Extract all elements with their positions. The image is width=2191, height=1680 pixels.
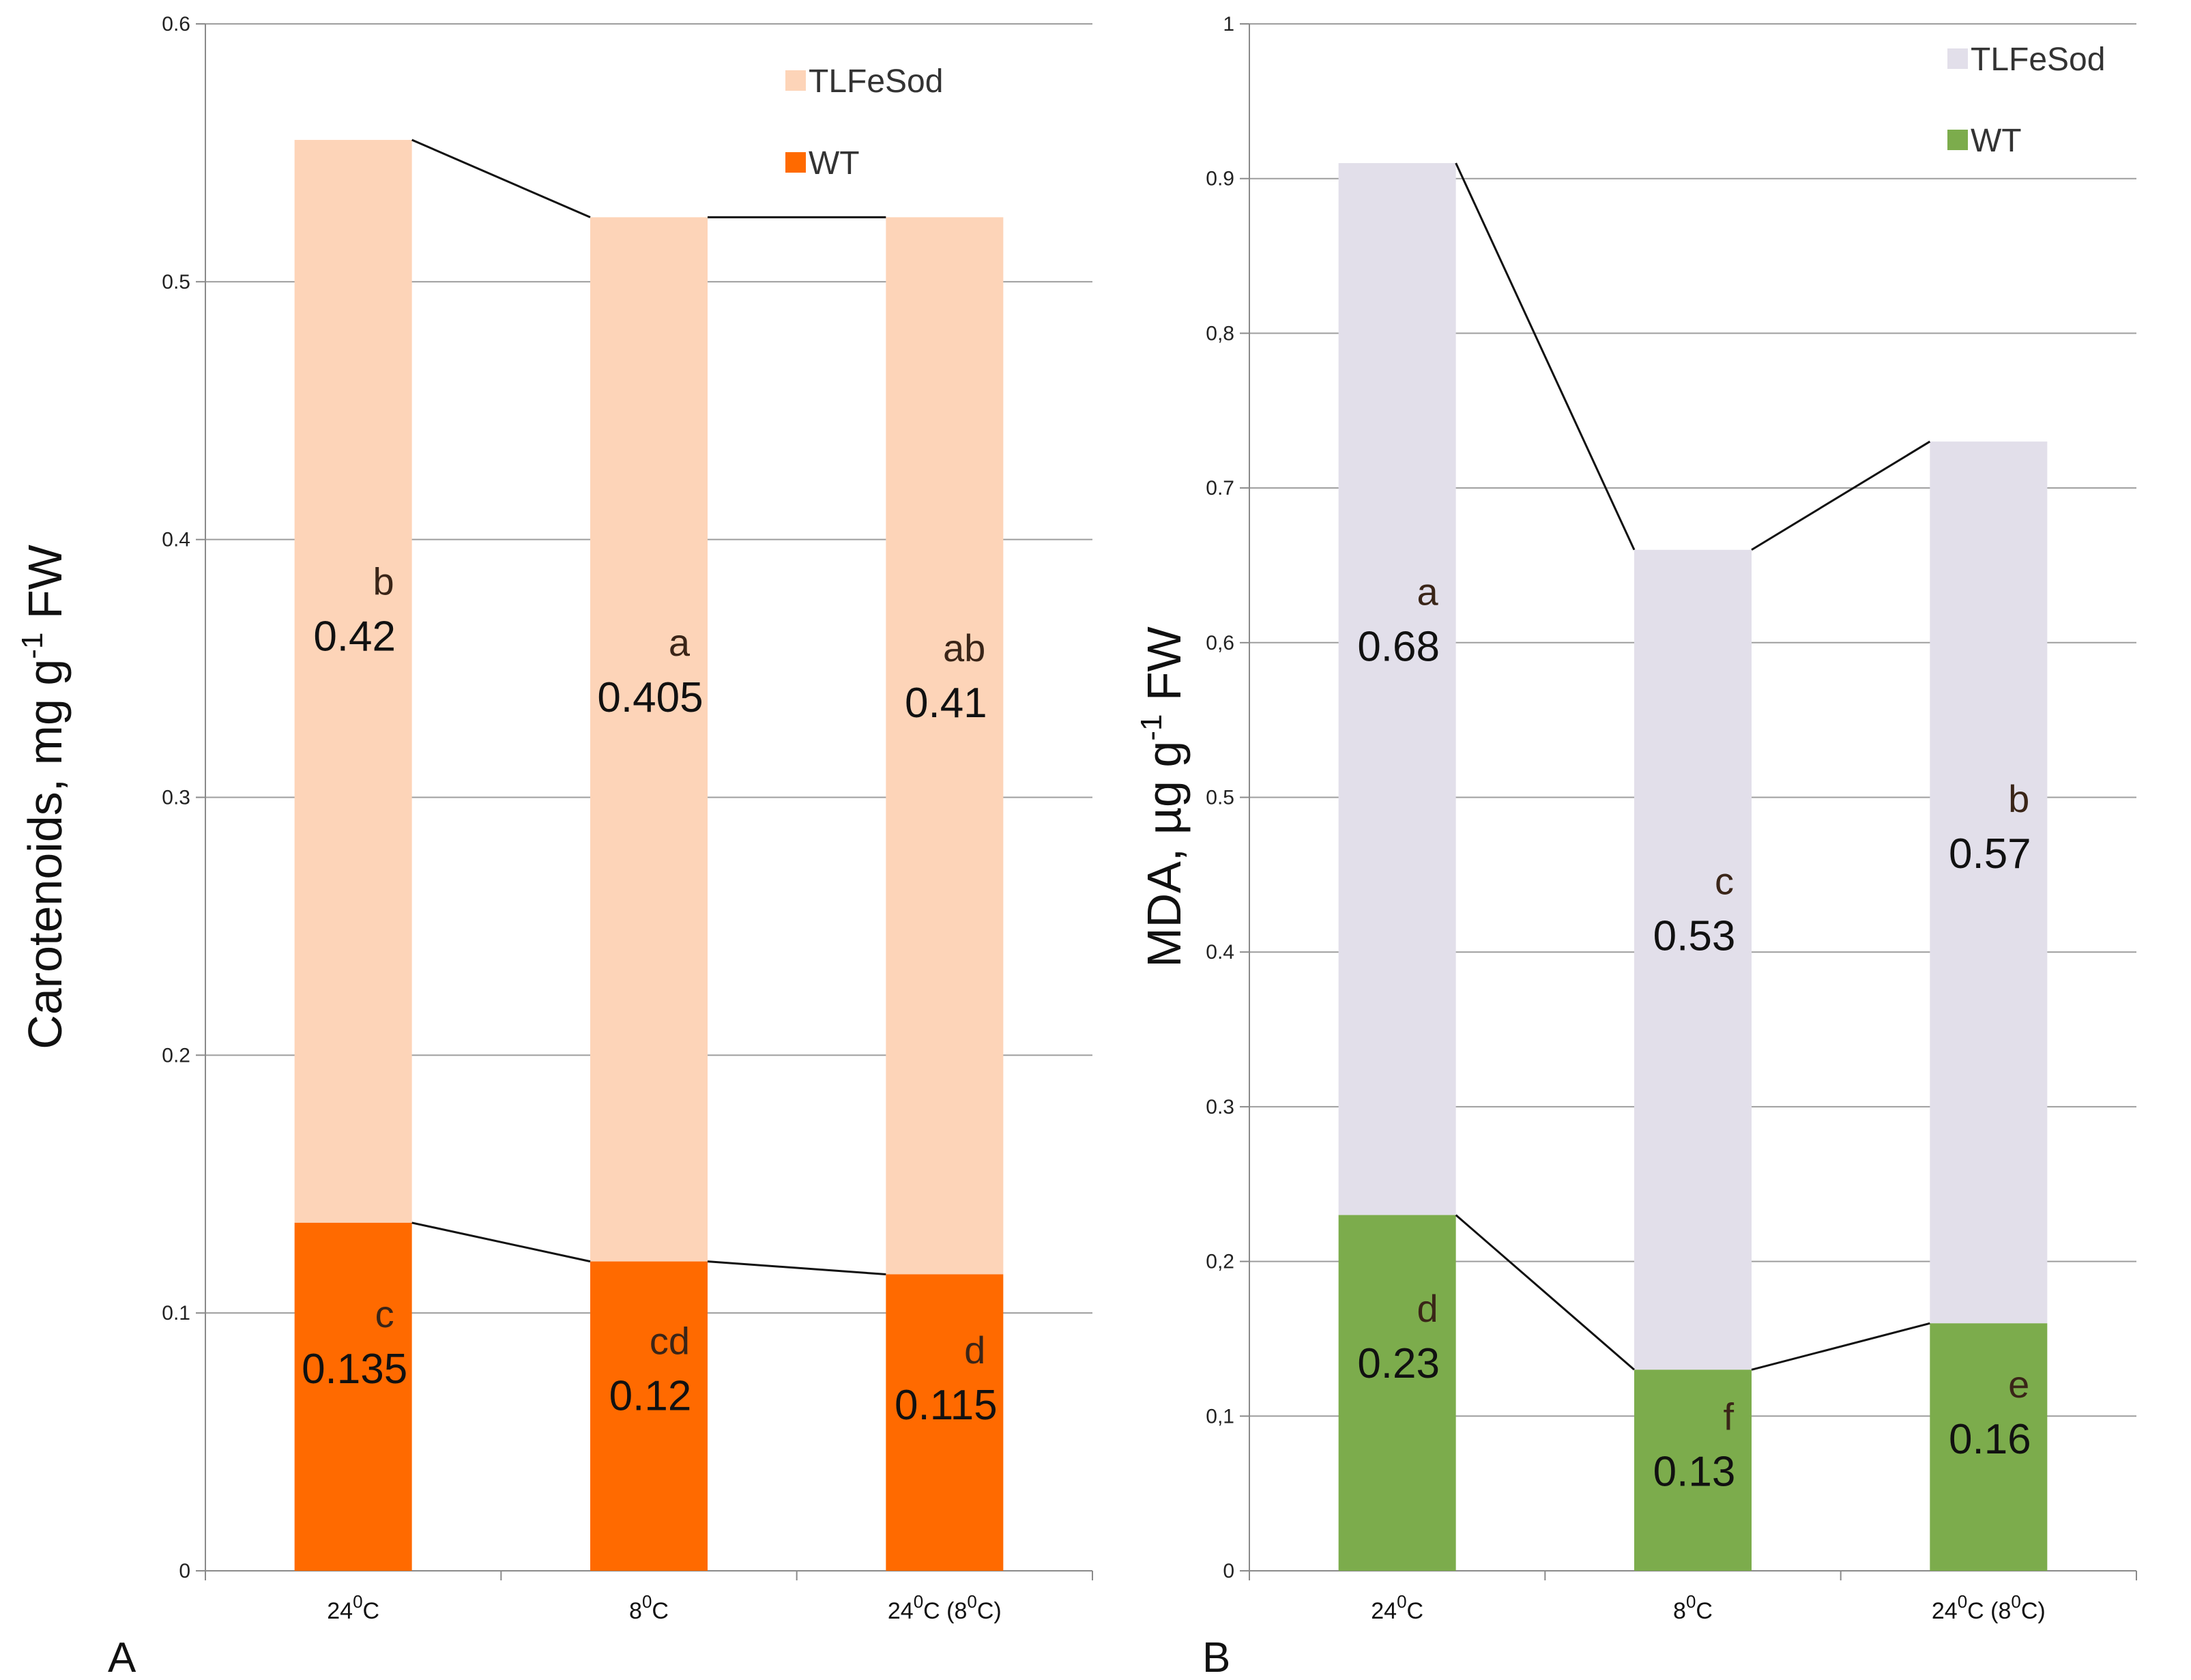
bar-wt (294, 1222, 412, 1571)
x-tick-label: 80C (629, 1591, 669, 1624)
significance-letter: c (375, 1292, 394, 1335)
series-connector-line (411, 1221, 591, 1263)
x-tick-label: 240C (327, 1591, 379, 1624)
y-tick-label: 0,8 (1206, 322, 1234, 345)
legend-label: TLFeSod (1971, 42, 2105, 78)
y-tick-label: 0.3 (162, 787, 190, 809)
y-axis-label: MDA, µg g-1 FW (1135, 626, 1191, 968)
legend-swatch (1947, 130, 1968, 150)
significance-letter: e (2008, 1363, 2029, 1406)
series-connector-line (1751, 440, 1931, 551)
significance-letter: b (2008, 777, 2029, 820)
y-tick-label: 0.5 (162, 271, 190, 293)
x-tick-label: 80C (1673, 1591, 1713, 1624)
y-tick-label: 0,1 (1206, 1405, 1234, 1428)
y-axis-label: Carotenoids, mg g-1 FW (16, 545, 72, 1049)
data-label: 0.42 (313, 613, 396, 661)
data-label: 0.13 (1653, 1449, 1736, 1496)
data-label: 0.115 (895, 1382, 998, 1429)
y-tick-label: 0.4 (162, 529, 190, 551)
series-connector-line (1751, 1322, 1930, 1371)
data-label: 0.41 (905, 680, 987, 727)
y-tick-label: 1 (1223, 13, 1234, 35)
y-tick-label: 0.7 (1206, 477, 1234, 499)
bar-wt (1338, 1215, 1456, 1571)
data-label: 0.16 (1949, 1416, 2031, 1463)
data-label: 0.405 (597, 674, 703, 721)
y-tick-label: 0.1 (162, 1302, 190, 1324)
data-label: 0.53 (1653, 912, 1736, 959)
y-tick-label: 0.4 (1206, 941, 1234, 964)
data-label: 0.135 (302, 1346, 407, 1393)
significance-letter: c (1715, 859, 1734, 902)
y-tick-label: 0.9 (1206, 168, 1234, 190)
significance-letter: d (964, 1329, 985, 1372)
y-tick-label: 0,6 (1206, 632, 1234, 654)
data-label: 0.12 (609, 1373, 692, 1420)
bar-wt (886, 1274, 1004, 1571)
y-tick-label: 0,2 (1206, 1251, 1234, 1273)
series-connector-line (411, 139, 591, 218)
bar-tlfesod (1930, 441, 2048, 1324)
series-connector-line (707, 1260, 886, 1275)
panel-label: B (1202, 1634, 1230, 1680)
bar-wt (590, 1261, 708, 1571)
bar-tlfesod (1338, 163, 1456, 1215)
x-tick-label: 240C (1371, 1591, 1423, 1624)
bar-tlfesod (886, 217, 1004, 1275)
data-label: 0.68 (1357, 623, 1440, 670)
x-tick-label: 240C (80C) (1932, 1591, 2046, 1624)
series-connector-line (1455, 1214, 1635, 1371)
significance-letter: a (669, 621, 691, 664)
x-tick-label: 240C (80C) (888, 1591, 1002, 1624)
bar-tlfesod (1634, 549, 1752, 1370)
data-label: 0.23 (1357, 1340, 1440, 1387)
chart-panel-a: 0 0.1 0.2 0.3 0.4 0.5 0.6 b 0.42 a 0.405 ab 0.41 c 0.1… (16, 13, 1093, 1680)
significance-letter: b (373, 560, 394, 603)
significance-letter: ab (943, 626, 985, 669)
series-connector-line (1455, 162, 1636, 551)
y-tick-label: 0.2 (162, 1044, 190, 1067)
chart-panel-b: 0 0,1 0,2 0.3 0.4 0.5 0,6 0.7 0,8 0.9 1 a 0.68 c 0.53 b… (1135, 13, 2137, 1680)
significance-letter: cd (650, 1320, 690, 1363)
y-tick-label: 0 (1223, 1560, 1234, 1582)
significance-letter: f (1723, 1395, 1734, 1438)
significance-letter: d (1417, 1287, 1438, 1330)
legend-swatch (785, 152, 806, 173)
y-tick-label: 0.5 (1206, 787, 1234, 809)
legend-label: TLFeSod (809, 63, 943, 100)
legend-swatch (785, 70, 806, 91)
bar-tlfesod (294, 140, 412, 1223)
y-tick-label: 0.3 (1206, 1096, 1234, 1118)
significance-letter: a (1417, 570, 1439, 613)
y-tick-label: 0 (179, 1560, 190, 1582)
panel-label: A (108, 1634, 136, 1680)
data-label: 0.57 (1949, 830, 2031, 878)
bar-tlfesod (590, 217, 708, 1262)
legend-swatch (1947, 48, 1968, 69)
legend-label: WT (1971, 123, 2022, 159)
y-tick-label: 0.6 (162, 13, 190, 35)
legend-label: WT (809, 145, 860, 182)
bar-wt (1634, 1370, 1752, 1571)
bar-wt (1930, 1323, 2048, 1571)
